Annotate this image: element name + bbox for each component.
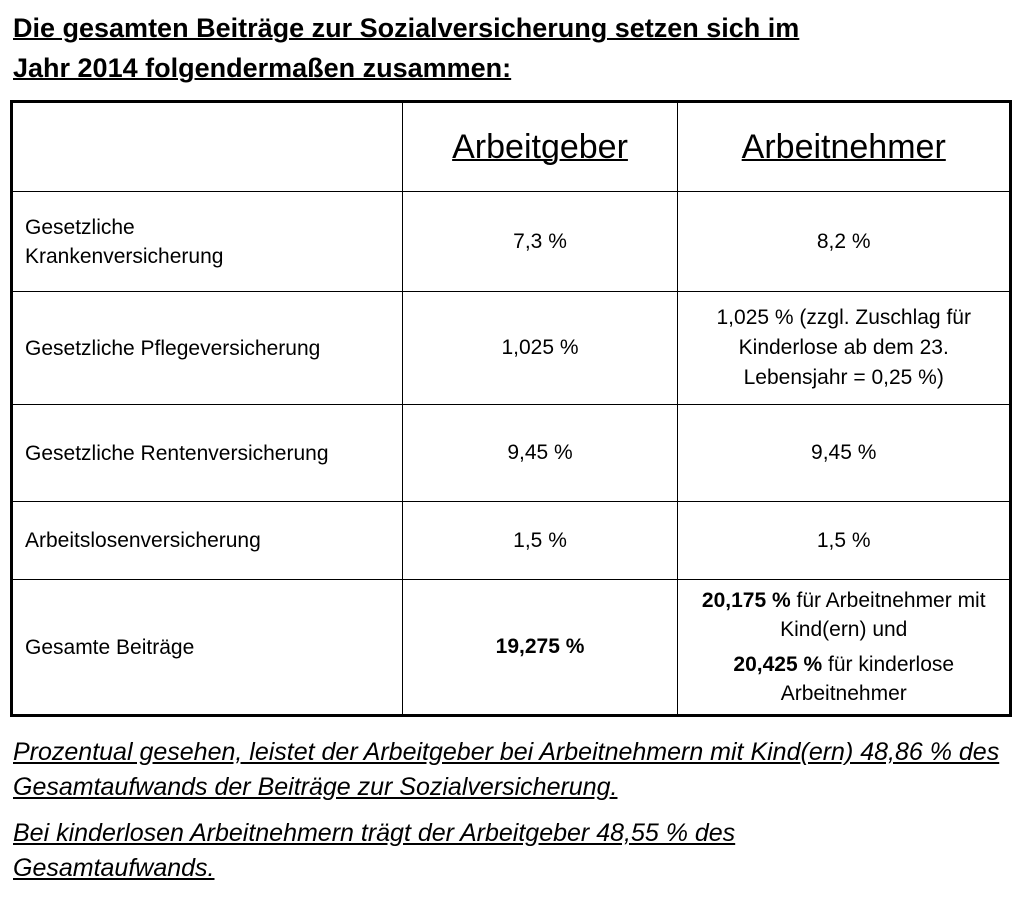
row: Gesetzliche Krankenversicherung 7,3 % 8,… bbox=[11, 191, 1011, 292]
header-row: Arbeitgeber Arbeitnehmer bbox=[11, 101, 1011, 192]
note: Bei kinderlosen Arbeitnehmern trägt der … bbox=[13, 819, 736, 882]
cell: 8,2 % bbox=[677, 191, 1011, 292]
cell: 1,025 % (zzgl. Zuschlag für Kinderlose a… bbox=[677, 291, 1011, 405]
total-value: 20,175 % bbox=[701, 589, 791, 612]
row: Gesetzliche Rentenversicherung 9,45 % 9,… bbox=[11, 404, 1011, 502]
contribution-table: Arbeitgeber Arbeitnehmer Gesetzliche Kra… bbox=[10, 100, 1012, 717]
cell: 9,45 % bbox=[401, 404, 679, 502]
cell: 9,45 % bbox=[677, 404, 1011, 502]
row-label: Gesetzliche Rentenversicherung bbox=[11, 404, 403, 502]
total-cell: 20,175 % für Arbeitnehmer mit Kind(ern) … bbox=[677, 579, 1011, 716]
total-value: 20,425 % bbox=[733, 653, 823, 676]
row-label: Arbeitslosenversicherung bbox=[11, 501, 403, 580]
total-text: für kinderlose Arbeitnehmer bbox=[780, 653, 955, 705]
total-text: für Arbeitnehmer mit Kind(ern) und bbox=[780, 589, 986, 641]
cell: 7,3 % bbox=[401, 191, 679, 292]
row-label: Gesetzliche Krankenversicherung bbox=[11, 191, 403, 292]
notes: Prozentual gesehen, leistet der Arbeitge… bbox=[13, 735, 1013, 897]
column-header: Arbeitnehmer bbox=[677, 101, 1011, 192]
title: Die gesamten Beiträge zur Sozialversiche… bbox=[13, 8, 1013, 88]
note: Prozentual gesehen, leistet der Arbeitge… bbox=[13, 738, 1000, 801]
total-part: 20,425 % für kinderlose Arbeitnehmer bbox=[690, 650, 997, 708]
title-line: Die gesamten Beiträge zur Sozialversiche… bbox=[13, 13, 800, 43]
total-part: 20,175 % für Arbeitnehmer mit Kind(ern) … bbox=[690, 586, 997, 644]
column-header: Arbeitgeber bbox=[401, 101, 679, 192]
row-label: Gesetzliche Pflegeversicherung bbox=[11, 291, 403, 405]
cell: 1,5 % bbox=[401, 501, 679, 580]
title-line: Jahr 2014 folgendermaßen zusammen: bbox=[13, 53, 512, 83]
total-row: Gesamte Beiträge 19,275 % 20,175 % für A… bbox=[11, 579, 1011, 716]
cell: 1,5 % bbox=[677, 501, 1011, 580]
row-label: Gesamte Beiträge bbox=[11, 579, 403, 716]
cell: 1,025 % bbox=[401, 291, 679, 405]
row: Gesetzliche Pflegeversicherung 1,025 % 1… bbox=[11, 291, 1011, 405]
total-cell: 19,275 % bbox=[401, 579, 679, 716]
empty-cell bbox=[11, 101, 403, 192]
row: Arbeitslosenversicherung 1,5 % 1,5 % bbox=[11, 501, 1011, 580]
